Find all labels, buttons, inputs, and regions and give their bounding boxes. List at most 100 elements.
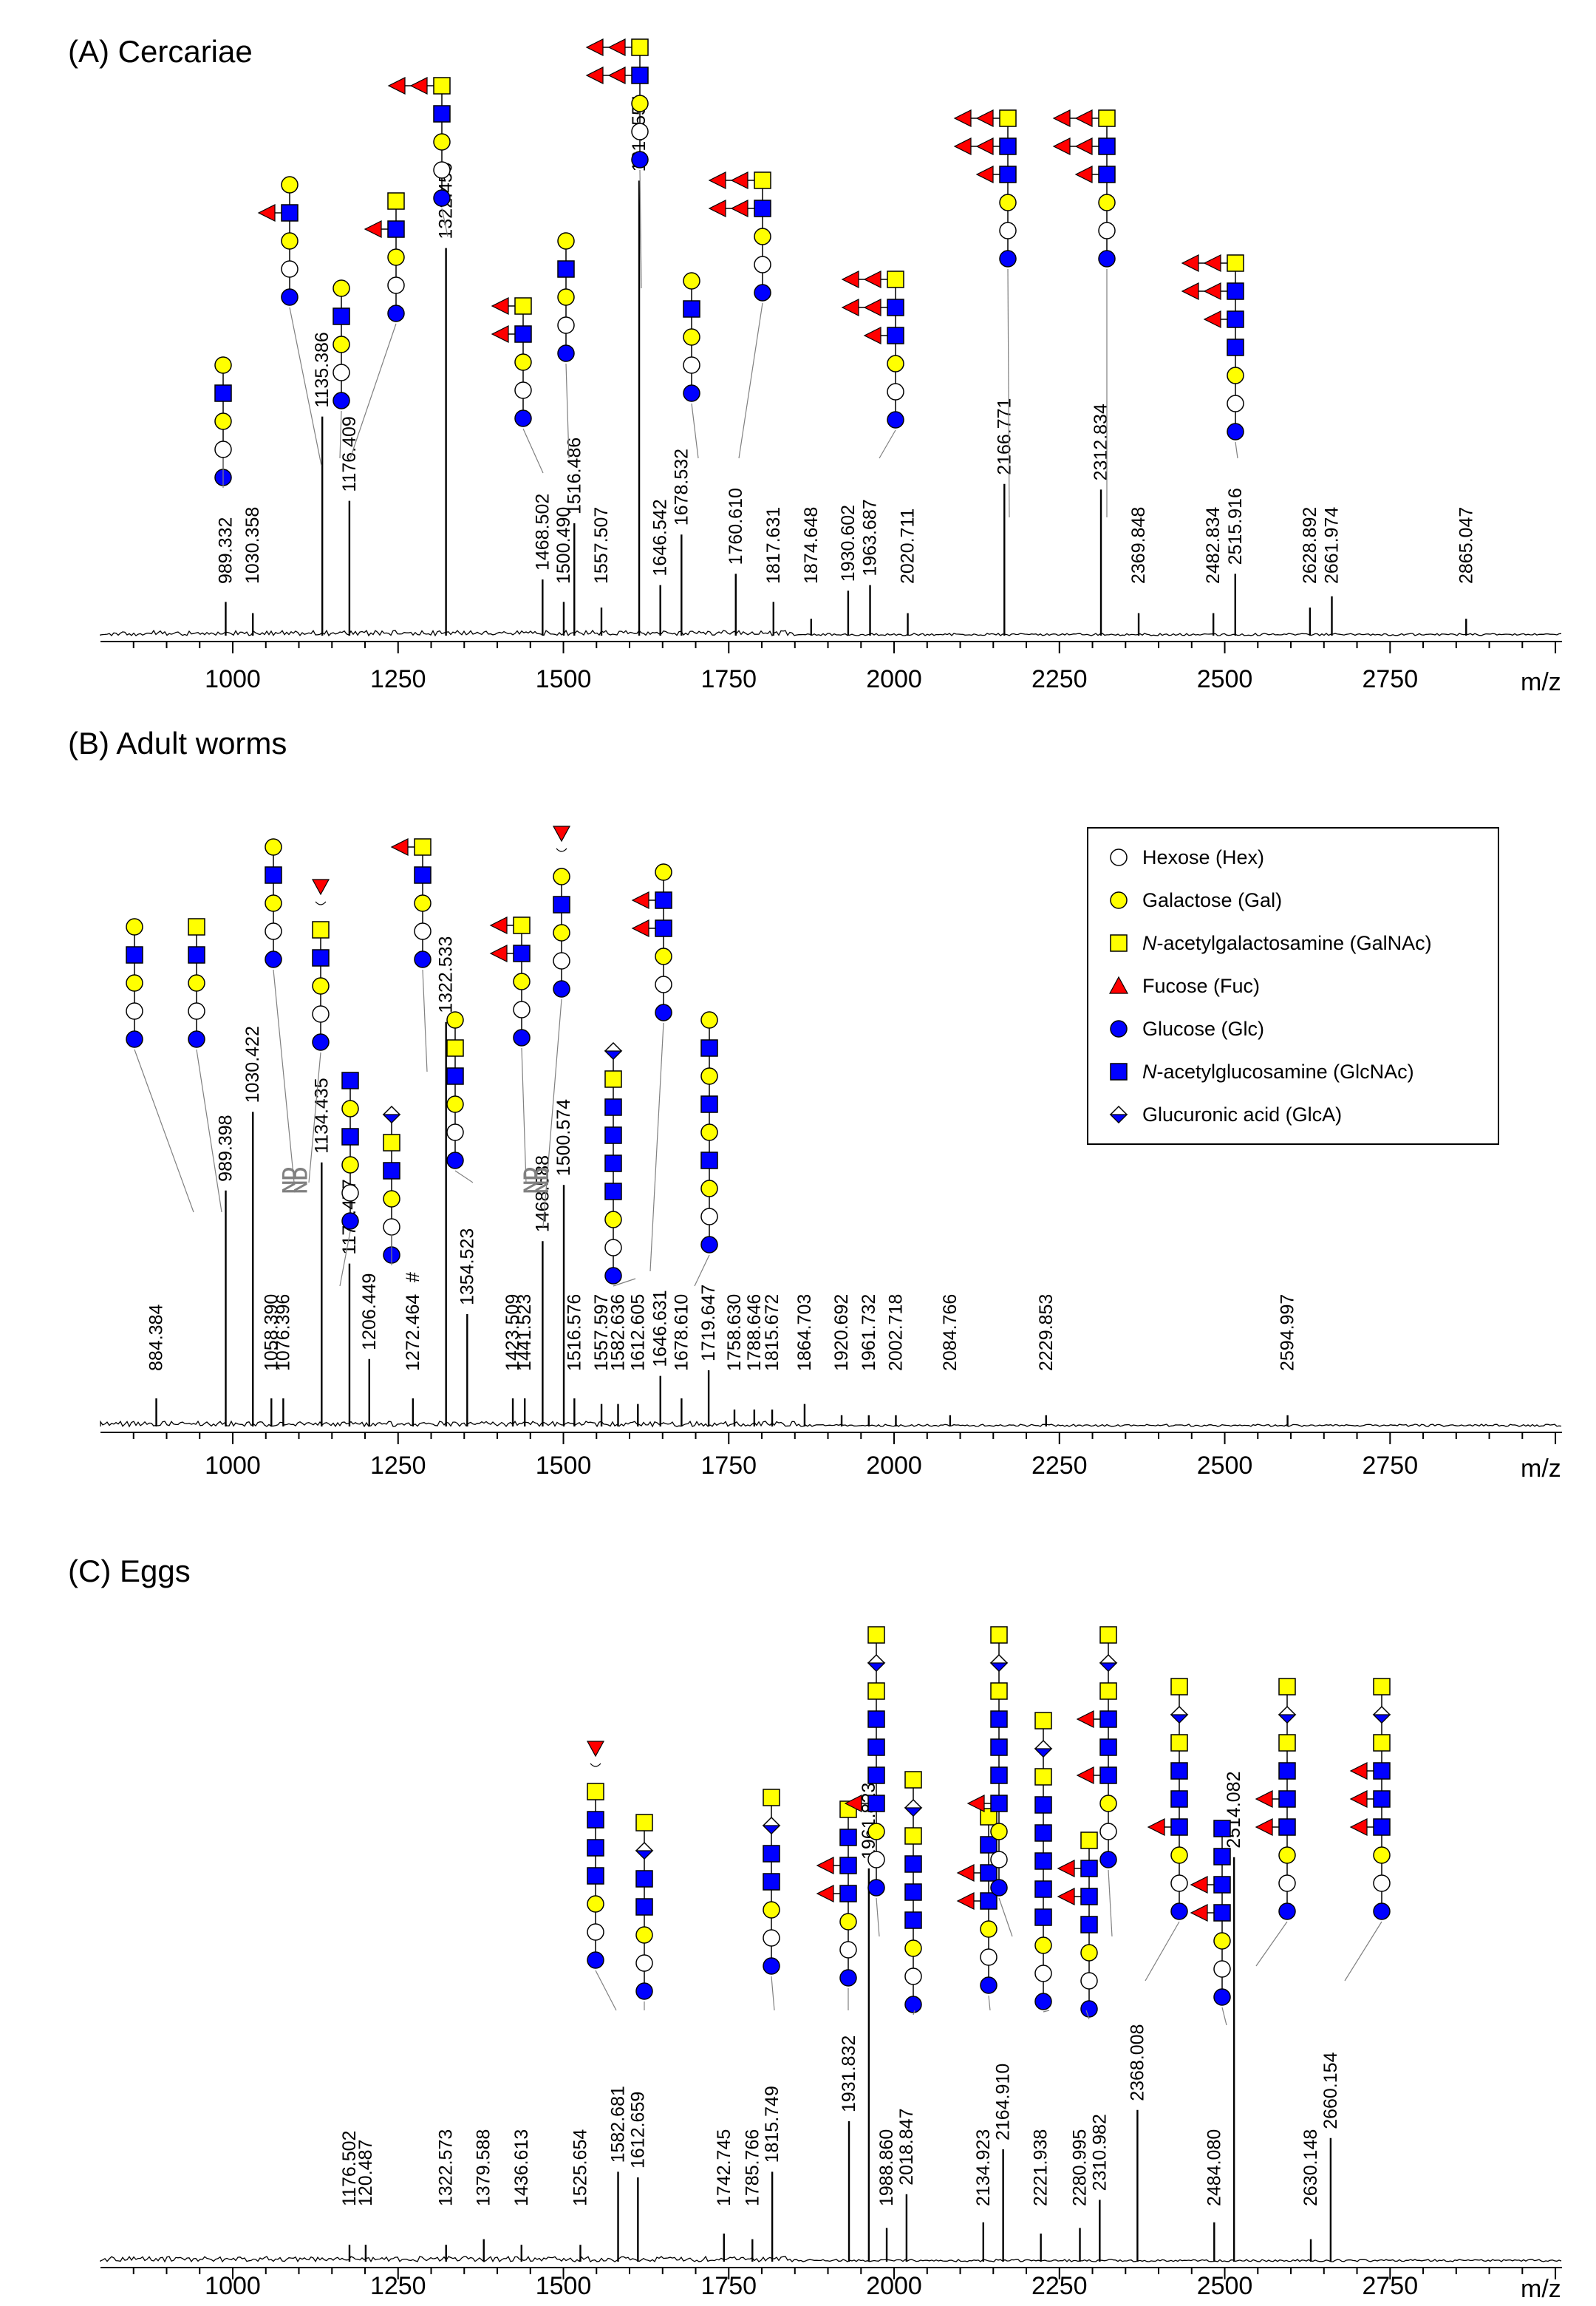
- galactose-symbol: [763, 1901, 780, 1919]
- hexose-symbol: [1170, 1874, 1188, 1892]
- peak-label: 1379.588: [474, 2129, 494, 2206]
- peak-label: 1525.654: [570, 2129, 590, 2206]
- fucose-symbol: [816, 1885, 834, 1902]
- fucose-symbol: [1203, 282, 1221, 300]
- glycan-structure: [604, 1041, 636, 1287]
- galactose-symbol: [553, 868, 570, 885]
- glcnac-symbol: [1170, 1790, 1188, 1808]
- peak-label: 1058.390: [261, 1294, 282, 1371]
- glcnac-symbol: [188, 946, 205, 964]
- glycan-leader-line: [649, 1022, 664, 1272]
- glcnac-symbol: [604, 1098, 622, 1116]
- peak-label: 1322.573: [436, 2129, 457, 2206]
- galnac-symbol: [383, 1134, 400, 1152]
- glcnac-symbol: [867, 1710, 885, 1728]
- glcnac-symbol: [1034, 1880, 1052, 1898]
- panel-title: (A) Cercariae: [68, 34, 253, 69]
- glucose-symbol: [1227, 423, 1244, 441]
- galnac-symbol: [887, 271, 904, 288]
- glucose-symbol: [1034, 1993, 1052, 2010]
- fucose-symbol: [1147, 1818, 1165, 1836]
- peak-label: 1500.490: [553, 507, 574, 584]
- panel-adult-worms: (B) Adult worms m/z 1000 1250 1500 1750 2000…: [68, 726, 1562, 1483]
- galnac-symbol: [387, 192, 405, 210]
- x-tick-label: 2750: [1362, 2272, 1418, 2300]
- fucose-symbol: [708, 200, 726, 217]
- glycan-structure: [762, 1789, 781, 2011]
- hexose-symbol: [414, 922, 432, 940]
- glcnac-symbol: [867, 1766, 885, 1784]
- x-tick-label: 2000: [866, 1452, 922, 1480]
- glcnac-symbol: [655, 891, 672, 909]
- galnac-symbol: [587, 1783, 604, 1800]
- galactose-symbol: [383, 1190, 400, 1208]
- legend-label: N-acetylglucosamine (GlcNAc): [1142, 1061, 1414, 1083]
- glycan-bond: [556, 848, 567, 852]
- legend-label: N-acetylgalactosamine (GalNAc): [1142, 932, 1432, 954]
- galactose-symbol: [281, 176, 299, 194]
- glcnac-symbol: [587, 1811, 604, 1829]
- glcnac-symbol: [1278, 1818, 1296, 1836]
- peak-label: 1864.703: [794, 1294, 815, 1371]
- peak-label: 1874.648: [801, 507, 822, 584]
- galnac-symbol: [1034, 1712, 1052, 1730]
- legend-circle-icon: [1110, 1020, 1128, 1038]
- galactose-symbol: [265, 894, 282, 912]
- glcnac-symbol: [433, 105, 451, 123]
- glycan-leader-line: [565, 363, 570, 459]
- glycan-leader-line: [1344, 1921, 1382, 1982]
- glycan-leader-line: [1235, 441, 1238, 459]
- fucose-symbol: [586, 1741, 605, 1758]
- peak-label: 1678.610: [671, 1294, 692, 1371]
- peak-label: 1557.507: [591, 507, 612, 584]
- peak-label: 2084.766: [940, 1294, 961, 1371]
- glycan-leader-line: [691, 403, 699, 459]
- glcnac-symbol: [990, 1738, 1008, 1756]
- fucose-symbol: [489, 945, 508, 962]
- glycan-structure: [339, 1072, 359, 1287]
- galnac-symbol: [414, 838, 432, 856]
- peak-label: 1134.435: [311, 1078, 332, 1153]
- hexose-symbol: [433, 161, 451, 179]
- peak-label: 1678.532: [671, 449, 692, 526]
- galnac-symbol: [990, 1682, 1008, 1700]
- glucose-symbol: [655, 1004, 672, 1021]
- glucose-symbol: [763, 1957, 780, 1975]
- galactose-symbol: [683, 272, 700, 290]
- glycan-structure: [1181, 254, 1244, 459]
- glycan-leader-line: [289, 307, 322, 466]
- fucose-symbol: [1349, 1762, 1368, 1780]
- glucuronic-acid-symbol: [604, 1041, 623, 1061]
- glcnac-symbol: [887, 327, 904, 344]
- glcnac-symbol: [414, 866, 432, 884]
- galnac-symbol: [1034, 1768, 1052, 1786]
- glcnac-symbol: [980, 1892, 998, 1910]
- glcnac-symbol: [990, 1710, 1008, 1728]
- galnac-symbol: [1099, 1682, 1117, 1700]
- hexose-symbol: [683, 356, 700, 374]
- peak-label: 1963.687: [860, 499, 881, 576]
- hexose-symbol: [553, 952, 570, 970]
- glucose-symbol: [604, 1267, 622, 1285]
- glucuronic-acid-symbol: [1034, 1739, 1053, 1758]
- x-tick-label: 1250: [370, 665, 426, 693]
- peak-label: 2660.154: [1320, 2052, 1341, 2129]
- glcnac-symbol: [1227, 282, 1244, 300]
- legend: Hexose (Hex) Galactose (Gal) N-acetylgalac…: [1087, 827, 1499, 1145]
- glycan-leader-line: [441, 208, 449, 237]
- glucuronic-acid-symbol: [1278, 1705, 1297, 1724]
- glycan-structure: [382, 1105, 401, 1265]
- glycan-leader-line: [1145, 1921, 1180, 1982]
- glucose-symbol: [1098, 250, 1116, 268]
- peak-label: 1988.860: [876, 2129, 897, 2206]
- glycan-structure: [1034, 1712, 1053, 2013]
- peak-label: 2484.080: [1204, 2129, 1224, 2206]
- galactose-symbol: [980, 1920, 998, 1938]
- peak-label: 2002.718: [885, 1294, 906, 1371]
- legend-triangle-icon: [1108, 976, 1129, 994]
- galactose-symbol: [1373, 1846, 1391, 1864]
- glcnac-symbol: [867, 1795, 885, 1812]
- hexose-symbol: [1213, 1960, 1231, 1978]
- hexose-symbol: [754, 256, 771, 273]
